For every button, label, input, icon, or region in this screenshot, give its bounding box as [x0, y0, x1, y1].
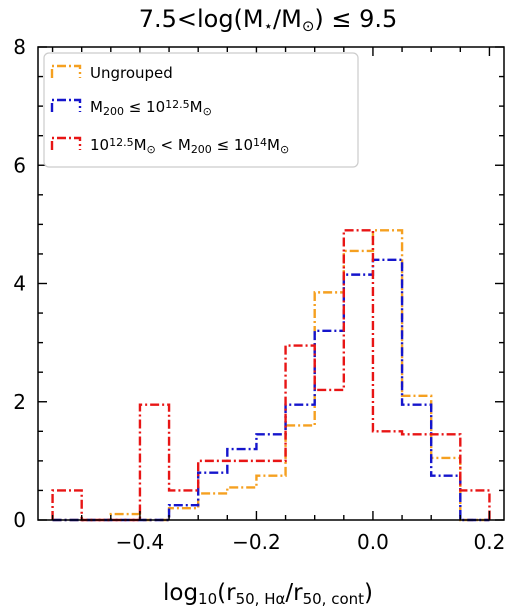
y-tick-label: 0	[13, 508, 26, 532]
legend-label-low-mass: M200 ≤ 1012.5M⊙	[90, 98, 212, 118]
legend-swatch-low-mass	[50, 98, 82, 112]
series-1-step	[52, 258, 490, 522]
legend-swatch-high-mass	[50, 136, 82, 150]
x-axis-label: log10(r50, Hα/r50, cont)	[163, 580, 373, 608]
legend: Ungrouped M200 ≤ 1012.5M⊙ 1012.5M⊙ < M20…	[43, 52, 359, 168]
x-tick-label: −0.4	[116, 530, 165, 554]
legend-entry-low-mass: M200 ≤ 1012.5M⊙	[50, 98, 212, 118]
y-tick-label: 2	[13, 390, 26, 414]
x-tick-label: −0.2	[232, 530, 281, 554]
x-tick-label: 0.0	[357, 530, 389, 554]
x-tick-label: 0.2	[474, 530, 506, 554]
series-0-step	[52, 229, 490, 522]
series-layer	[51, 229, 491, 522]
chart-title: 7.5<log(M⋆/M⊙) ≤ 9.5	[139, 5, 398, 35]
legend-entry-high-mass: 1012.5M⊙ < M200 ≤ 1014M⊙	[50, 136, 289, 156]
legend-swatch-ungrouped	[50, 64, 82, 78]
legend-entry-ungrouped: Ungrouped	[50, 64, 173, 82]
y-tick-label: 8	[13, 35, 26, 59]
legend-label-ungrouped: Ungrouped	[90, 64, 173, 82]
tick-layer: −0.4 −0.2 0.0 0.2 0 2 4 6 8	[13, 35, 505, 554]
legend-label-high-mass: 1012.5M⊙ < M200 ≤ 1014M⊙	[90, 136, 289, 156]
legend-box	[43, 52, 359, 168]
y-tick-label: 4	[13, 272, 26, 296]
y-tick-label: 6	[13, 153, 26, 177]
